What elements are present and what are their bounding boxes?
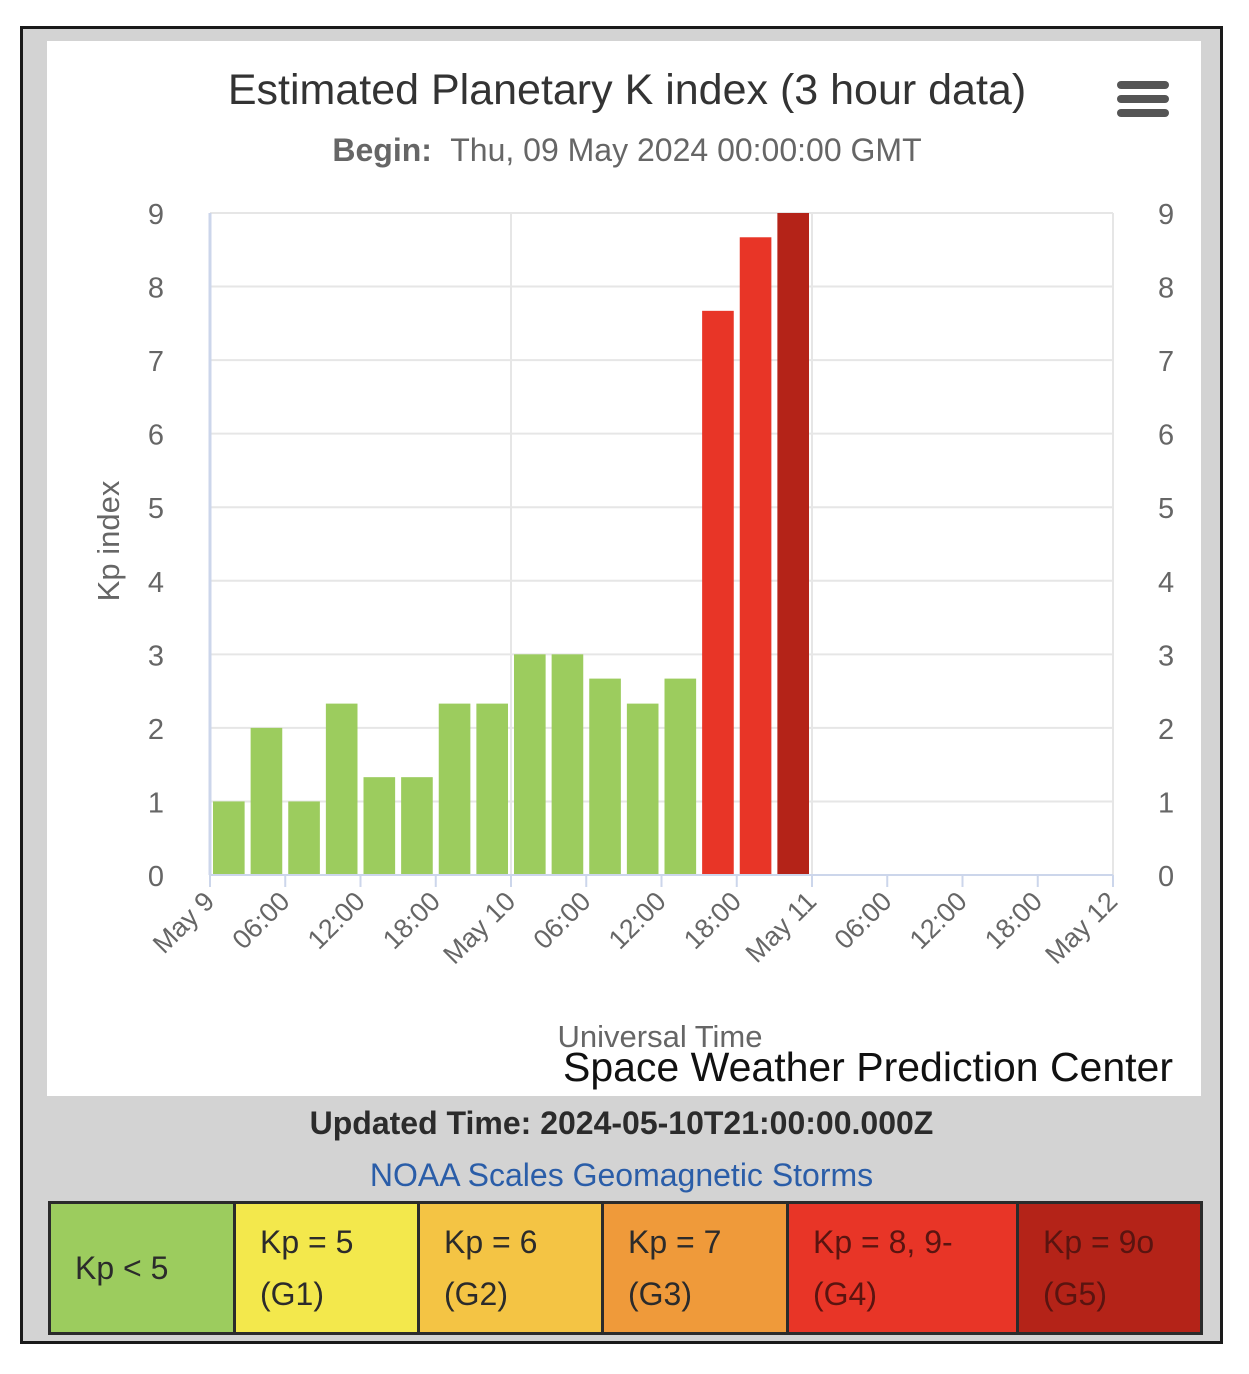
kp-bar	[250, 727, 283, 875]
x-tick-label: 06:00	[226, 886, 295, 955]
y-tick-label-left: 7	[148, 346, 164, 378]
x-tick-label: May 9	[147, 886, 220, 959]
kp-bar	[777, 213, 809, 875]
scale-g-label: (G4)	[813, 1276, 877, 1312]
chart-card: Estimated Planetary K index (3 hour data…	[47, 41, 1201, 1096]
kp-bar-chart: Estimated Planetary K index (3 hour data…	[91, 66, 1174, 1090]
chart-title: Estimated Planetary K index (3 hour data…	[228, 66, 1026, 114]
kp-bar	[213, 801, 245, 875]
x-tick-label: 06:00	[828, 886, 897, 955]
scale-g-label: (G5)	[1043, 1276, 1107, 1312]
kp-bar	[626, 703, 659, 875]
y-tick-label-left: 1	[148, 787, 164, 819]
y-tick-label-left: 4	[148, 567, 164, 599]
x-tick-label: 12:00	[904, 886, 973, 955]
scale-cell: Kp = 7 (G3)	[604, 1204, 789, 1332]
scale-cell: Kp = 5 (G1)	[236, 1204, 420, 1332]
y-tick-label-left: 2	[148, 714, 164, 746]
chart-menu-icon[interactable]	[1117, 81, 1169, 127]
scale-cell: Kp = 8, 9- (G4)	[789, 1204, 1019, 1332]
scale-kp-label: Kp = 7	[628, 1224, 722, 1260]
y-tick-label-right: 9	[1158, 199, 1174, 231]
kp-bar	[739, 237, 772, 876]
scale-kp-label: Kp = 5	[260, 1224, 354, 1260]
x-tick-label: 18:00	[678, 886, 747, 955]
kp-bar	[589, 678, 621, 875]
y-tick-label-left: 8	[148, 273, 164, 305]
x-axis-title: Universal Time	[558, 1019, 763, 1054]
scale-cell: Kp < 5	[51, 1204, 236, 1332]
grid-layer	[209, 212, 1114, 875]
kp-bar	[325, 703, 358, 875]
subtitle-label: Begin:	[332, 132, 432, 168]
x-tick-label: 12:00	[603, 886, 672, 955]
kp-bar	[401, 777, 433, 875]
x-tick-label: 18:00	[979, 886, 1048, 955]
updated-time: Updated Time: 2024-05-10T21:00:00.000Z	[309, 1105, 934, 1141]
noaa-scale-legend: Kp < 5 Kp = 5 (G1) Kp = 6 (G2) Kp = 7 (G3) Kp =…	[48, 1201, 1203, 1335]
y-tick-label-right: 2	[1158, 714, 1174, 746]
scale-kp-label: Kp = 9o	[1043, 1224, 1155, 1260]
y-tick-label-right: 5	[1158, 493, 1174, 525]
bars-layer	[213, 213, 809, 876]
x-tick-label: 06:00	[527, 886, 596, 955]
y-tick-label-left: 6	[148, 420, 164, 452]
x-tick-label: May 10	[437, 886, 521, 970]
kp-bar	[476, 703, 508, 875]
noaa-scales-link[interactable]: NOAA Scales Geomagnetic Storms	[369, 1157, 874, 1193]
chart-subtitle: Begin: Thu, 09 May 2024 00:00:00 GMT	[332, 132, 921, 168]
scale-kp-label: Kp < 5	[75, 1250, 169, 1286]
kp-bar	[514, 654, 546, 875]
x-tick-label: May 12	[1039, 886, 1123, 970]
x-tick-label: May 11	[740, 886, 822, 968]
scale-g-label: (G2)	[444, 1276, 508, 1312]
y-tick-label-left: 5	[148, 493, 164, 525]
y-axis-title: Kp index	[91, 480, 126, 601]
scale-g-label: (G1)	[260, 1276, 324, 1312]
menu-bar	[1117, 81, 1169, 89]
y-tick-label-left: 3	[148, 640, 164, 672]
x-tick-label: 18:00	[377, 886, 446, 955]
menu-bar	[1117, 95, 1169, 103]
kp-bar	[664, 678, 697, 875]
y-tick-label-right: 4	[1158, 567, 1174, 599]
kp-widget: Estimated Planetary K index (3 hour data…	[20, 26, 1223, 1344]
chart-credit: Space Weather Prediction Center	[563, 1044, 1173, 1090]
y-tick-label-right: 8	[1158, 273, 1174, 305]
y-tick-label-left: 9	[148, 199, 164, 231]
scale-g-label: (G3)	[628, 1276, 692, 1312]
scale-cell: Kp = 6 (G2)	[420, 1204, 604, 1332]
y-tick-label-right: 7	[1158, 346, 1174, 378]
kp-bar	[702, 310, 734, 876]
y-tick-label-left: 0	[148, 861, 164, 893]
subtitle-value: Thu, 09 May 2024 00:00:00 GMT	[450, 132, 921, 168]
y-tick-label-right: 3	[1158, 640, 1174, 672]
kp-bar	[363, 777, 396, 875]
x-tick-label: 12:00	[302, 886, 371, 955]
kp-bar	[288, 801, 320, 875]
kp-bar	[438, 703, 471, 875]
kp-bar	[551, 654, 584, 875]
y-tick-label-right: 0	[1158, 861, 1174, 893]
menu-bar	[1117, 109, 1169, 117]
y-tick-label-right: 6	[1158, 420, 1174, 452]
scale-cell: Kp = 9o (G5)	[1019, 1204, 1200, 1332]
scale-kp-label: Kp = 6	[444, 1224, 538, 1260]
scale-kp-label: Kp = 8, 9-	[813, 1224, 953, 1260]
y-tick-label-right: 1	[1158, 787, 1174, 819]
